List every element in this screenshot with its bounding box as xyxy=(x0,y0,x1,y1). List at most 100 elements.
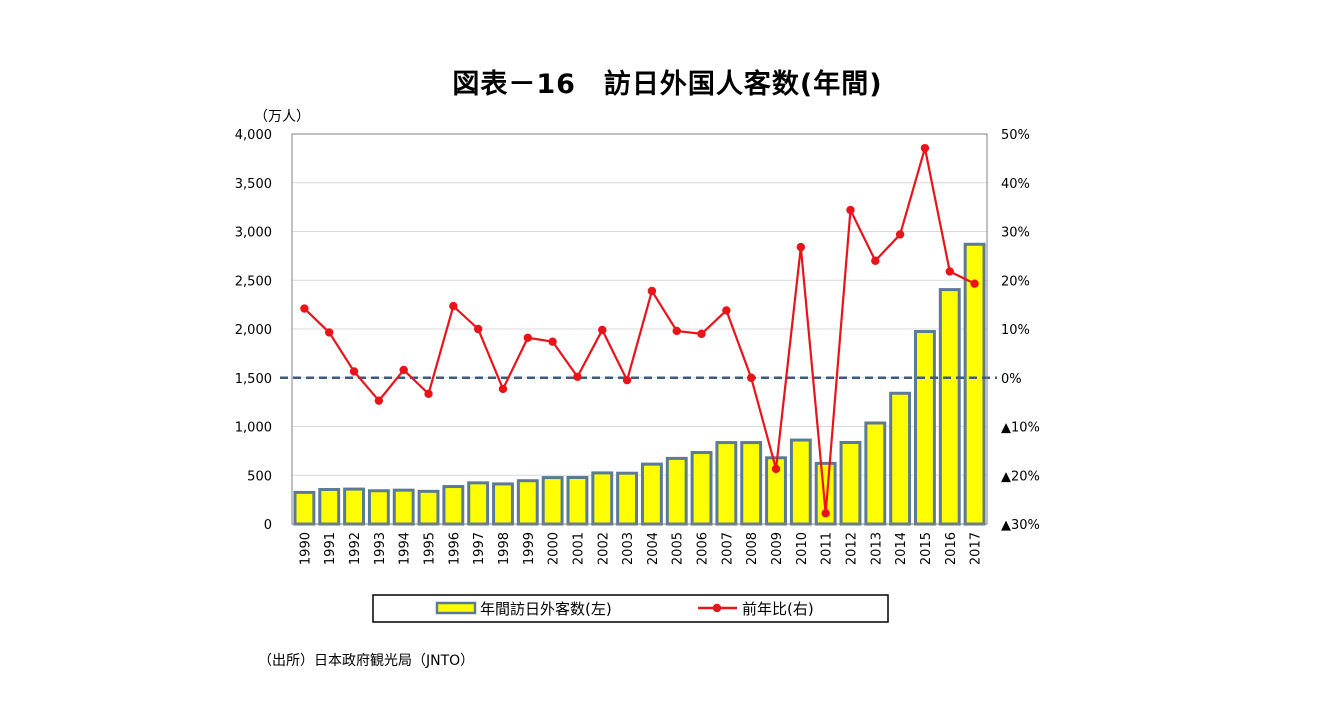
x-axis-tick-label: 2011 xyxy=(820,532,835,565)
x-axis-tick-label: 2007 xyxy=(720,532,735,565)
x-axis-tick-label: 1991 xyxy=(323,532,338,565)
x-axis-tick-group: 1996 xyxy=(447,532,462,565)
bar-series xyxy=(293,242,986,526)
yoy-point-2001 xyxy=(573,372,582,381)
x-axis-tick-label: 1992 xyxy=(348,532,363,565)
yoy-point-2000 xyxy=(548,337,557,346)
x-axis-tick-label: 2012 xyxy=(844,532,859,565)
yoy-point-2012 xyxy=(846,205,855,215)
bar-1997 xyxy=(467,481,490,526)
plot-area-border xyxy=(291,133,988,525)
left-axis-tick-label: 1,000 xyxy=(235,421,272,436)
x-axis-tick-label: 2015 xyxy=(919,532,934,565)
bar-1990 xyxy=(293,490,316,526)
x-axis-tick-group: 2009 xyxy=(770,532,785,565)
x-axis-tick-group: 1990 xyxy=(298,532,313,565)
bar-2016 xyxy=(938,288,961,526)
bar-1993 xyxy=(367,489,390,526)
yoy-point-2005 xyxy=(672,326,681,336)
bar-2006 xyxy=(690,451,713,526)
legend-line-label: 前年比(右) xyxy=(742,600,814,618)
x-axis-tick-group: 2002 xyxy=(596,532,611,565)
left-axis-tick-label: 0 xyxy=(264,518,272,533)
right-axis-tick-label: 50% xyxy=(1001,128,1030,143)
x-axis-tick-group: 1993 xyxy=(373,532,388,565)
x-axis-tick-label: 2004 xyxy=(646,532,661,565)
x-axis-tick-label: 1997 xyxy=(472,532,487,565)
bar-2013 xyxy=(864,421,887,526)
bar-1994 xyxy=(392,488,415,526)
yoy-point-2003 xyxy=(622,375,632,385)
x-axis-tick-group: 2000 xyxy=(547,532,562,565)
x-axis-tick-group: 2014 xyxy=(894,532,909,565)
x-axis-tick-group: 1991 xyxy=(323,532,338,565)
x-axis-tick-group: 2012 xyxy=(844,532,859,565)
chart-title: 図表－16 訪日外国人客数(年間) xyxy=(452,69,883,100)
x-axis-tick-group: 1998 xyxy=(497,532,512,565)
x-axis-tick-label: 2009 xyxy=(770,532,785,565)
x-axis-tick-group: 2015 xyxy=(919,532,934,565)
bar-1991 xyxy=(318,487,341,526)
x-axis-tick-group: 2001 xyxy=(571,532,586,565)
x-axis-tick-group: 1995 xyxy=(423,532,438,565)
yoy-point-2016 xyxy=(945,267,954,276)
bar-2005 xyxy=(665,456,688,526)
yoy-point-2007 xyxy=(722,306,731,315)
right-axis-tick-label: 20% xyxy=(1001,274,1030,289)
yoy-point-2015 xyxy=(920,143,930,153)
x-axis-tick-label: 2003 xyxy=(621,532,636,565)
x-axis-tick-group: 2017 xyxy=(969,532,984,565)
bar-2012 xyxy=(839,440,862,526)
left-axis-tick-label: 1,500 xyxy=(235,372,272,387)
yoy-point-2008 xyxy=(746,373,756,382)
x-axis-tick-group: 2003 xyxy=(621,532,636,565)
bar-2007 xyxy=(715,441,738,526)
right-axis-tick-label: 30% xyxy=(1001,226,1030,241)
x-axis-tick-label: 1999 xyxy=(522,532,537,565)
yoy-point-2006 xyxy=(697,329,706,339)
bar-1992 xyxy=(343,487,365,526)
legend-line-marker xyxy=(712,603,722,613)
x-axis-tick-group: 2016 xyxy=(944,532,959,565)
right-axis-tick-label: 40% xyxy=(1001,177,1030,192)
yoy-point-1994 xyxy=(399,365,408,375)
bar-2001 xyxy=(566,475,589,526)
yoy-point-2013 xyxy=(871,256,880,265)
yoy-point-1999 xyxy=(523,333,533,342)
x-axis-tick-group: 2010 xyxy=(795,532,810,565)
yoy-point-2004 xyxy=(647,286,657,296)
x-axis-tick-group: 2004 xyxy=(646,532,661,565)
bar-1998 xyxy=(492,482,514,526)
yoy-point-2009 xyxy=(771,464,781,474)
yoy-point-1990 xyxy=(300,304,309,313)
right-axis-tick-label: 0% xyxy=(1001,372,1022,387)
left-axis-tick-label: 2,500 xyxy=(235,274,272,289)
legend-bar-label: 年間訪日外客数(左) xyxy=(480,600,612,618)
bar-2015 xyxy=(914,330,936,526)
yoy-point-1993 xyxy=(374,396,384,405)
yoy-point-2010 xyxy=(796,242,806,252)
x-axis-tick-label: 1998 xyxy=(497,532,512,565)
x-axis-tick-label: 2013 xyxy=(869,532,884,565)
x-axis-tick-group: 2005 xyxy=(671,532,686,565)
axes: 0 500 1,000 1,500 2,000 2,500 3,000 3,500 4,000 ▲… xyxy=(235,128,1040,565)
left-axis-tick-label: 500 xyxy=(247,469,272,484)
left-axis-tick-label: 3,500 xyxy=(235,177,272,192)
x-axis-tick-group: 2008 xyxy=(745,532,760,565)
yoy-point-1997 xyxy=(473,324,483,334)
yoy-line xyxy=(303,147,976,514)
x-axis-tick-label: 1995 xyxy=(423,532,438,565)
bar-2014 xyxy=(889,391,912,526)
x-axis-tick-label: 2008 xyxy=(745,532,760,565)
yoy-point-1998 xyxy=(498,384,508,394)
bar-1999 xyxy=(516,479,539,526)
x-axis-tick-group: 2007 xyxy=(720,532,735,565)
x-axis-tick-group: 1994 xyxy=(398,532,413,565)
x-axis-tick-label: 2014 xyxy=(894,532,909,565)
yoy-point-1995 xyxy=(424,389,433,399)
source-note: （出所）日本政府観光局（JNTO） xyxy=(258,653,475,669)
legend: 年間訪日外客数(左) 前年比(右) xyxy=(372,594,889,623)
left-axis-tick-label: 3,000 xyxy=(235,226,272,241)
right-axis-tick-label: ▲30% xyxy=(1001,518,1040,533)
x-axis-tick-label: 1996 xyxy=(447,532,462,565)
